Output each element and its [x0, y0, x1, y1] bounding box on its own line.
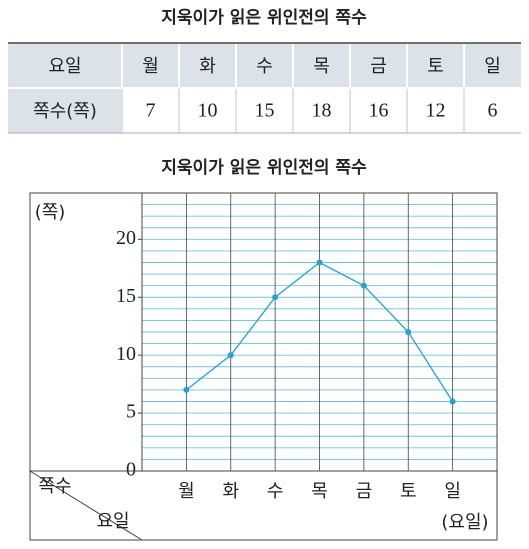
chart-frame: [29, 192, 498, 541]
x-tick-label: 일: [444, 481, 461, 502]
y-axis-label: (쪽): [35, 202, 66, 223]
x-tick-label: 월: [178, 481, 195, 502]
table-header-cell: 금: [370, 56, 387, 77]
table-cell: 18: [312, 100, 332, 122]
data-point: [316, 259, 323, 266]
table-cell: 7: [146, 100, 156, 122]
table-header-cell: 월: [142, 56, 159, 77]
y-tick-label: 5: [126, 401, 136, 423]
x-tick-label: 화: [222, 481, 239, 502]
data-point: [227, 352, 234, 359]
table-title: 지욱이가 읽은 위인전의 쪽수: [161, 8, 367, 28]
table-cell: 10: [198, 100, 218, 122]
x-axis-label: (요일): [441, 512, 488, 533]
table-cell: 6: [488, 100, 498, 122]
table-header-cell: 목: [313, 56, 330, 77]
corner-diagonal: [29, 470, 143, 541]
y-tick-label: 20: [116, 227, 136, 249]
table-header-cell: 요일: [48, 56, 81, 77]
data-point: [405, 329, 412, 335]
data-point: [449, 398, 456, 405]
table-header-cell: 일: [484, 56, 501, 77]
x-tick-label: 목: [311, 481, 328, 502]
x-tick-label: 금: [356, 481, 373, 502]
table-cell: 12: [426, 100, 446, 122]
table-cell: 16: [369, 100, 389, 122]
chart-title: 지욱이가 읽은 위인전의 쪽수: [161, 158, 367, 178]
data-point: [183, 386, 190, 393]
data-point: [360, 282, 367, 289]
y-tick-label: 10: [116, 343, 136, 365]
table-header-cell: 화: [199, 56, 216, 77]
table-cell: 쪽수(쪽): [33, 101, 97, 122]
data-point: [272, 294, 279, 301]
y-tick-label: 15: [116, 285, 136, 307]
table-header-cell: 토: [427, 56, 444, 77]
table-header-cell: 수: [256, 56, 273, 77]
x-tick-label: 수: [267, 481, 284, 502]
table-cell: 15: [255, 100, 275, 122]
corner-category-label: 요일: [96, 511, 129, 532]
row-label-bg: [8, 88, 122, 133]
x-tick-label: 토: [400, 481, 417, 502]
y-tick-label: 0: [126, 459, 136, 481]
header-row-bg: [8, 43, 521, 88]
corner-value-label: 쪽수: [38, 476, 71, 497]
